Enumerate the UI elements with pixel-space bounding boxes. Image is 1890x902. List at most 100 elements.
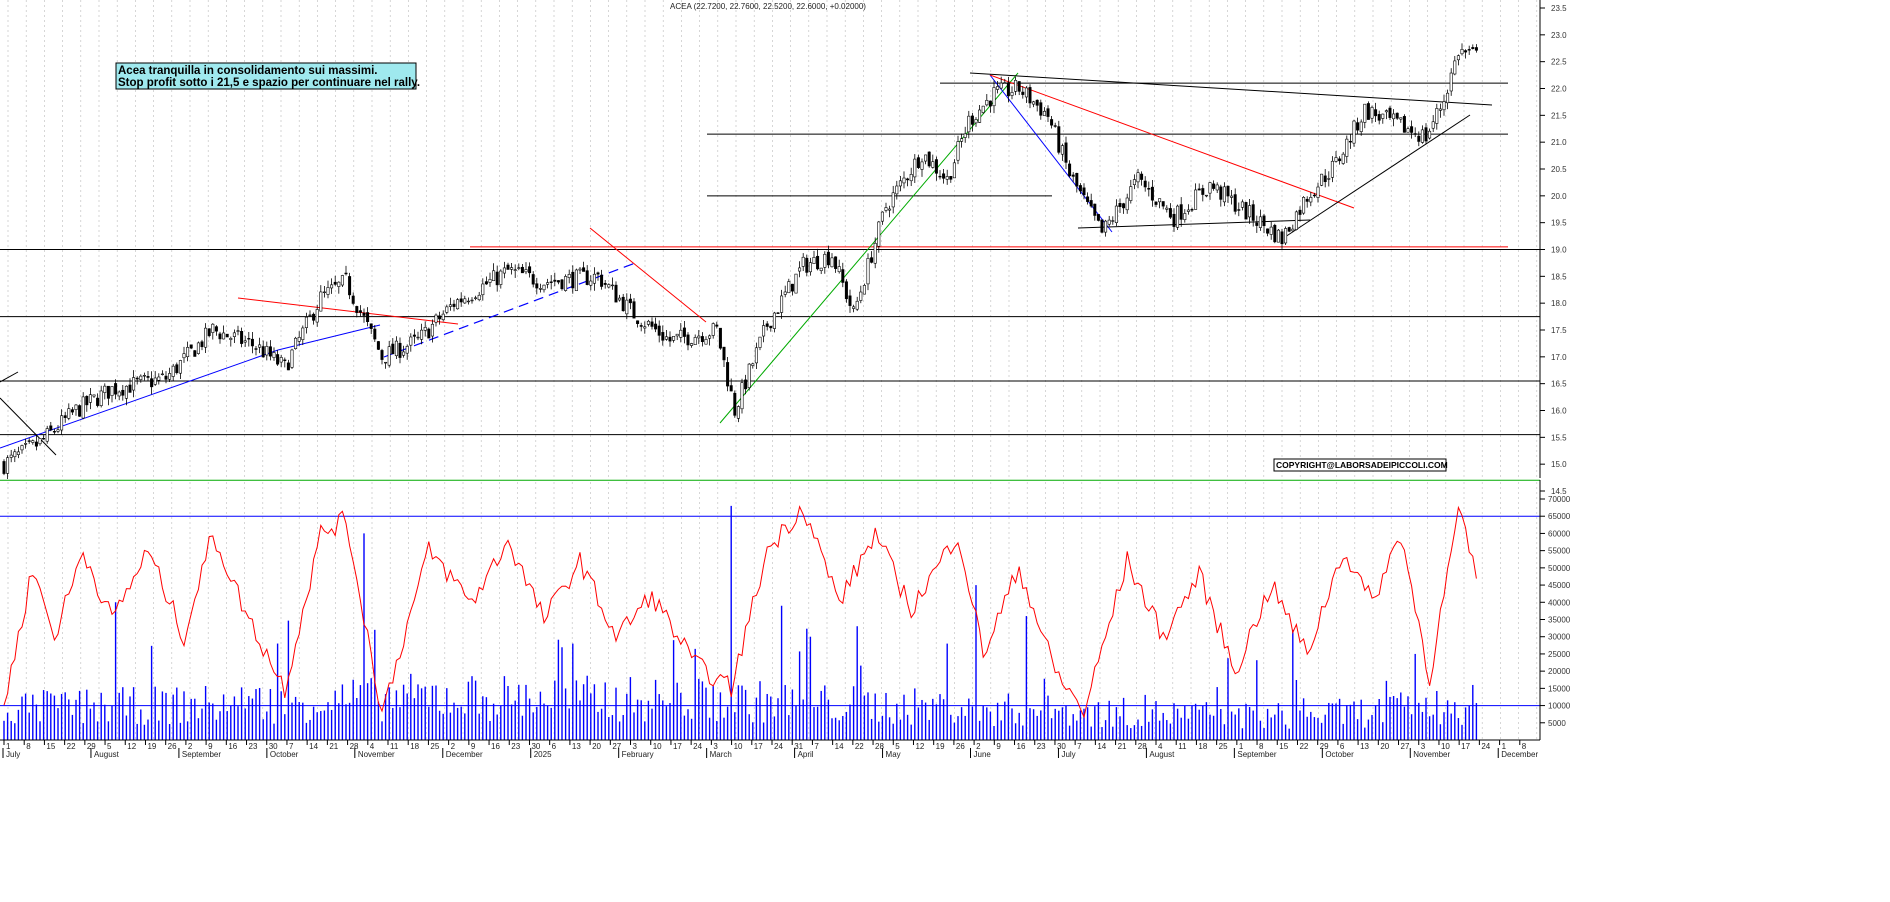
candle-body — [362, 312, 366, 316]
candle-body — [70, 409, 74, 413]
candle-body — [445, 306, 449, 313]
candle-body — [1392, 113, 1396, 120]
candle-body — [513, 269, 517, 271]
month-label: October — [1325, 750, 1354, 759]
candle-body — [1111, 220, 1115, 222]
candle-body — [1003, 82, 1007, 84]
candle-body — [528, 266, 532, 274]
candle-body — [682, 327, 686, 337]
candle-body — [366, 312, 370, 322]
annotation-line-2: Stop profit sotto i 21,5 e spazio per co… — [118, 77, 420, 89]
candle-body — [510, 267, 514, 270]
candle-body — [225, 333, 229, 338]
day-tick-label: 23 — [511, 742, 520, 751]
candle-body — [1309, 196, 1313, 203]
candle-body — [1471, 47, 1475, 49]
candle-body — [585, 270, 589, 285]
day-tick-label: 6 — [552, 742, 557, 751]
candle-body — [625, 299, 629, 315]
candle-body — [553, 279, 557, 282]
candle-body — [124, 385, 128, 399]
candle-body — [358, 310, 362, 313]
candle-body — [402, 351, 406, 356]
candle-body — [927, 151, 931, 167]
month-label: July — [6, 750, 20, 759]
candle-body — [344, 272, 348, 275]
candle-body — [700, 336, 704, 343]
candle-body — [1240, 201, 1244, 208]
candle-body — [970, 115, 974, 125]
candle-body — [848, 295, 852, 306]
price-tick-label: 19.0 — [1551, 246, 1567, 255]
candle-body — [175, 364, 179, 374]
trendline-black-top — [969, 72, 1493, 106]
day-tick-label: 23 — [249, 742, 258, 751]
price-tick-label: 21.0 — [1551, 138, 1567, 147]
candle-body — [708, 335, 712, 339]
price-axis-ticks: 14.5 15.0 15.5 16.0 16.5 17.0 17.5 18.0 18.5 19.0… — [1540, 4, 1567, 496]
candle-body — [1060, 145, 1064, 155]
candle-body — [1248, 205, 1252, 218]
candle-body — [632, 301, 636, 319]
candle-body — [1006, 82, 1010, 97]
candle-body — [600, 274, 604, 287]
candle-body — [1420, 129, 1424, 143]
trendline-black-rise — [1284, 114, 1471, 238]
price-tick-label: 15.5 — [1551, 433, 1567, 442]
candle-body — [304, 316, 308, 328]
candle-body — [1042, 111, 1046, 116]
candle-body — [448, 304, 452, 307]
candle-body — [142, 375, 146, 377]
candle-body — [538, 288, 542, 290]
candle-body — [718, 327, 722, 349]
candle-body — [1190, 209, 1194, 211]
candle-body — [1280, 231, 1284, 245]
month-label: November — [1413, 750, 1450, 759]
day-tick-label: 25 — [430, 742, 439, 751]
candle-body — [1100, 219, 1104, 233]
candle-body — [1114, 205, 1118, 223]
candle-body — [675, 333, 679, 337]
horizontal-levels — [0, 82, 1540, 707]
candle-body — [697, 335, 701, 339]
candle-body — [182, 353, 186, 359]
month-label: August — [94, 750, 120, 759]
candle-body — [1035, 99, 1039, 106]
candle-body — [1154, 201, 1158, 205]
candle-body — [1186, 209, 1190, 212]
day-tick-label: 2 — [188, 742, 193, 751]
day-tick-label: 10 — [734, 742, 743, 751]
candle-body — [49, 425, 53, 431]
candle-body — [873, 242, 877, 264]
day-tick-label: 16 — [491, 742, 500, 751]
candle-body — [326, 287, 330, 295]
candle-body — [384, 361, 388, 364]
candle-body — [1442, 101, 1446, 111]
candle-body — [117, 391, 121, 397]
day-tick-label: 3 — [633, 742, 638, 751]
candle-body — [330, 284, 334, 289]
candle-body — [1014, 80, 1018, 92]
candle-body — [308, 314, 312, 317]
candle-body — [1132, 179, 1136, 186]
candle-body — [1161, 201, 1165, 207]
day-tick-label: 4 — [1158, 742, 1163, 751]
candle-body — [189, 344, 193, 349]
candle-body — [254, 348, 258, 350]
candle-body — [844, 281, 848, 300]
day-tick-label: 1 — [1502, 742, 1507, 751]
candle-body — [1341, 153, 1345, 164]
day-tick-label: 25 — [1219, 742, 1228, 751]
month-label: February — [622, 750, 654, 759]
candle-body — [387, 346, 391, 366]
day-tick-label: 26 — [168, 742, 177, 751]
candle-body — [1165, 207, 1169, 210]
month-label: March — [710, 750, 732, 759]
candle-body — [337, 281, 341, 287]
day-tick-label: 8 — [1259, 742, 1264, 751]
day-tick-label: 29 — [87, 742, 96, 751]
candle-body — [261, 346, 265, 358]
price-tick-label: 22.0 — [1551, 85, 1567, 94]
candle-body — [646, 320, 650, 325]
